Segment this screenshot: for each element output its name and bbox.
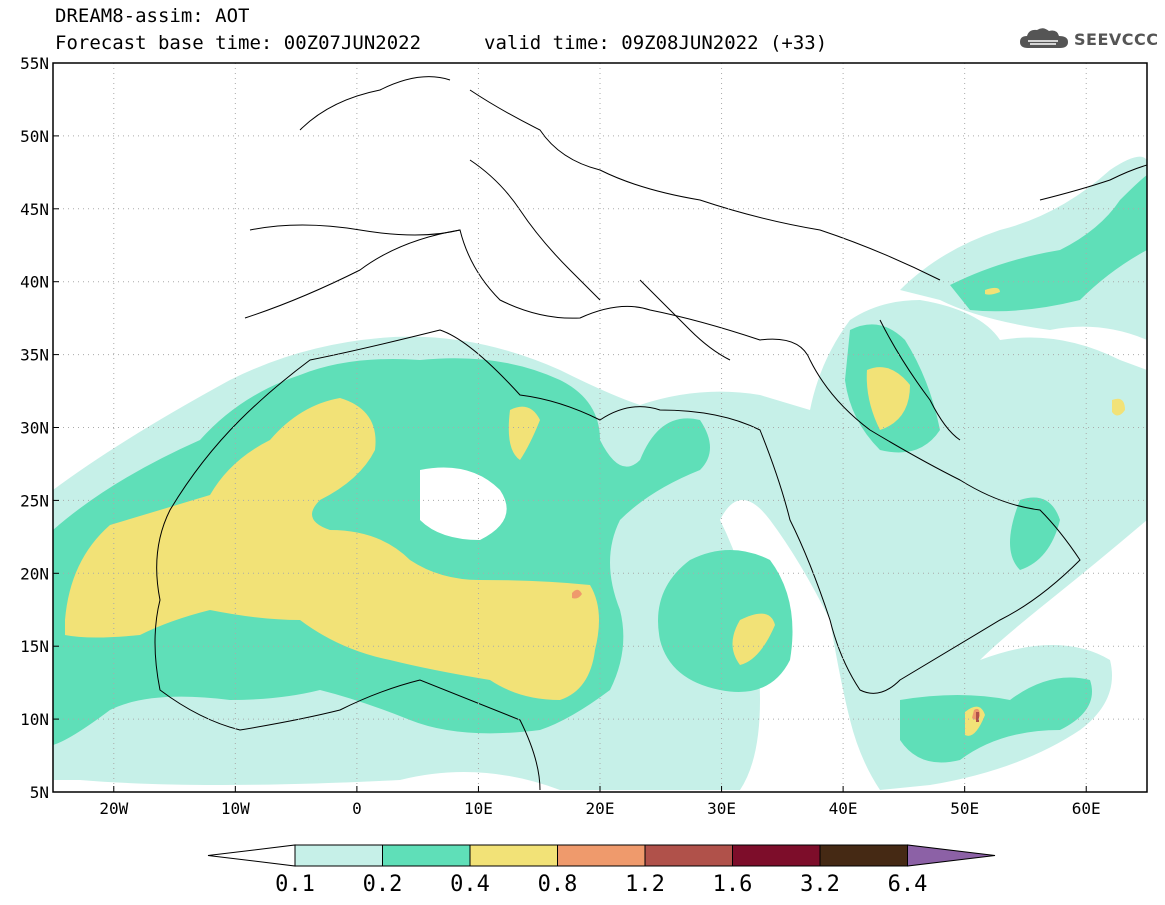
colorbar-label: 1.6	[713, 872, 753, 897]
lat-label: 55N	[20, 54, 49, 73]
colorbar-label: 0.1	[275, 872, 315, 897]
valid-time: valid time: 09Z08JUN2022 (+33)	[484, 32, 828, 54]
lon-label: 50E	[950, 799, 979, 818]
lat-label: 35N	[20, 346, 49, 365]
colorbar-segment	[469, 844, 558, 867]
lon-label: 10E	[464, 799, 493, 818]
colorbar-label: 6.4	[888, 872, 928, 897]
lat-label: 50N	[20, 127, 49, 146]
colorbar-high-arrow	[907, 844, 996, 867]
aot-level-0-4	[65, 287, 1125, 736]
lon-label: 40E	[829, 799, 858, 818]
aot-level-1-2	[976, 712, 979, 722]
lat-label: 10N	[20, 710, 49, 729]
colorbar-segment	[732, 844, 821, 867]
colorbar-segment	[644, 844, 733, 867]
lon-label: 10W	[221, 799, 250, 818]
lon-label: 20E	[586, 799, 615, 818]
lon-label: 20W	[99, 799, 128, 818]
lat-label: 15N	[20, 637, 49, 656]
colorbar-label: 1.2	[625, 872, 665, 897]
colorbar-low-arrow	[207, 844, 296, 867]
colorbar-label: 0.8	[538, 872, 578, 897]
lat-label: 25N	[20, 491, 49, 510]
lat-label: 40N	[20, 273, 49, 292]
colorbar-segment	[382, 844, 471, 867]
aot-field	[53, 156, 1147, 790]
forecast-base-time: Forecast base time: 00Z07JUN2022	[55, 32, 422, 54]
colorbar-label: 0.2	[363, 872, 403, 897]
seevccc-logo: SEEVCCC	[1018, 26, 1159, 52]
colorbar-label: 3.2	[800, 872, 840, 897]
lon-label: 60E	[1072, 799, 1101, 818]
lon-label: 30E	[707, 799, 736, 818]
lon-label: 0	[352, 799, 362, 818]
colorbar: 0.1 0.2 0.4 0.8 1.2 1.6 3.2 6.4	[207, 844, 996, 897]
colorbar-label: 0.4	[450, 872, 490, 897]
cloud-icon	[1020, 28, 1068, 48]
logo-text: SEEVCCC	[1074, 29, 1159, 49]
colorbar-segment	[819, 844, 908, 867]
latitude-labels: 55N 50N 45N 40N 35N 30N 25N 20N 15N 10N 5N	[20, 54, 59, 802]
lat-label: 20N	[20, 564, 49, 583]
map-title: DREAM8-assim: AOT	[55, 5, 250, 27]
longitude-labels: 20W 10W 0 10E 20E 30E 40E 50E 60E	[99, 786, 1101, 818]
colorbar-segment	[294, 844, 383, 867]
coastlines	[154, 76, 1147, 791]
lat-label: 5N	[30, 783, 49, 802]
colorbar-segment	[557, 844, 646, 867]
lat-label: 30N	[20, 419, 49, 438]
lat-label: 45N	[20, 200, 49, 219]
